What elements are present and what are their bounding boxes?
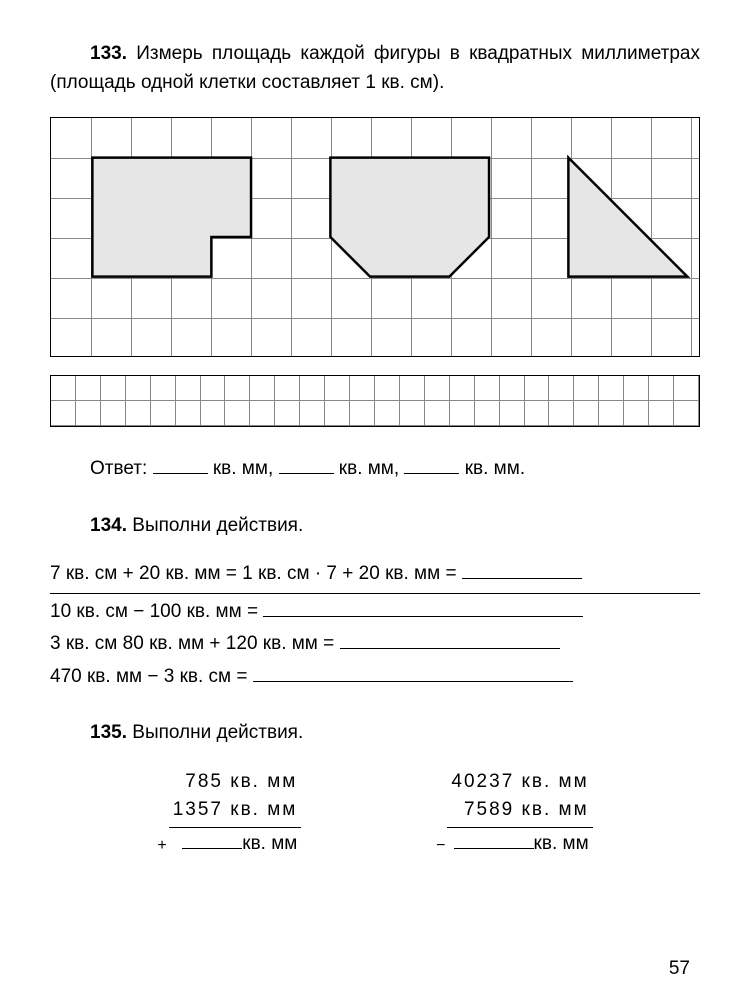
expr3-blank[interactable]: [340, 630, 560, 649]
blank-1[interactable]: [153, 455, 208, 474]
expr1-continuation-line[interactable]: [50, 593, 700, 594]
problem-134-heading: 134. Выполни действия.: [50, 512, 700, 541]
figure-grid: [50, 117, 700, 357]
blank-2[interactable]: [279, 455, 334, 474]
expr4-blank[interactable]: [253, 663, 573, 682]
sub-result-blank[interactable]: [454, 848, 534, 849]
answer-line-133: Ответ: кв. мм, кв. мм, кв. мм.: [90, 455, 700, 484]
expr-1: 7 кв. см + 20 кв. мм = 1 кв. см · 7 + 20…: [50, 560, 700, 589]
expr-4: 470 кв. мм − 3 кв. см =: [50, 663, 700, 692]
problem-number-133: 133.: [90, 43, 127, 64]
shape-3: [568, 158, 687, 277]
problem-133-text: 133. Измерь площадь каждой фигуры в квад…: [50, 40, 700, 97]
column-add: + 785 кв. мм 1357 кв. мм кв. мм: [157, 768, 301, 859]
expr-3: 3 кв. см 80 кв. мм + 120 кв. мм =: [50, 630, 700, 659]
shape-2: [330, 158, 489, 277]
answer-mini-grid: [50, 375, 700, 427]
column-sub: − 40237 кв. мм 7589 кв. мм кв. мм: [436, 768, 593, 859]
problem-133-body: Измерь площадь каждой фигуры в квадратны…: [50, 43, 700, 93]
expr1-blank[interactable]: [462, 560, 582, 579]
problem-number-135: 135.: [90, 722, 127, 743]
blank-3[interactable]: [404, 455, 459, 474]
shape-1: [92, 158, 251, 277]
expr2-blank[interactable]: [263, 598, 583, 617]
page-number: 57: [669, 958, 690, 980]
add-result-blank[interactable]: [182, 848, 242, 849]
column-math-area: + 785 кв. мм 1357 кв. мм кв. мм − 40237 …: [90, 768, 660, 859]
problem-134-expressions: 7 кв. см + 20 кв. мм = 1 кв. см · 7 + 20…: [50, 560, 700, 691]
shapes-svg: [51, 118, 699, 356]
problem-135-heading: 135. Выполни действия.: [50, 719, 700, 748]
expr-2: 10 кв. см − 100 кв. мм =: [50, 598, 700, 627]
problem-number-134: 134.: [90, 515, 127, 536]
